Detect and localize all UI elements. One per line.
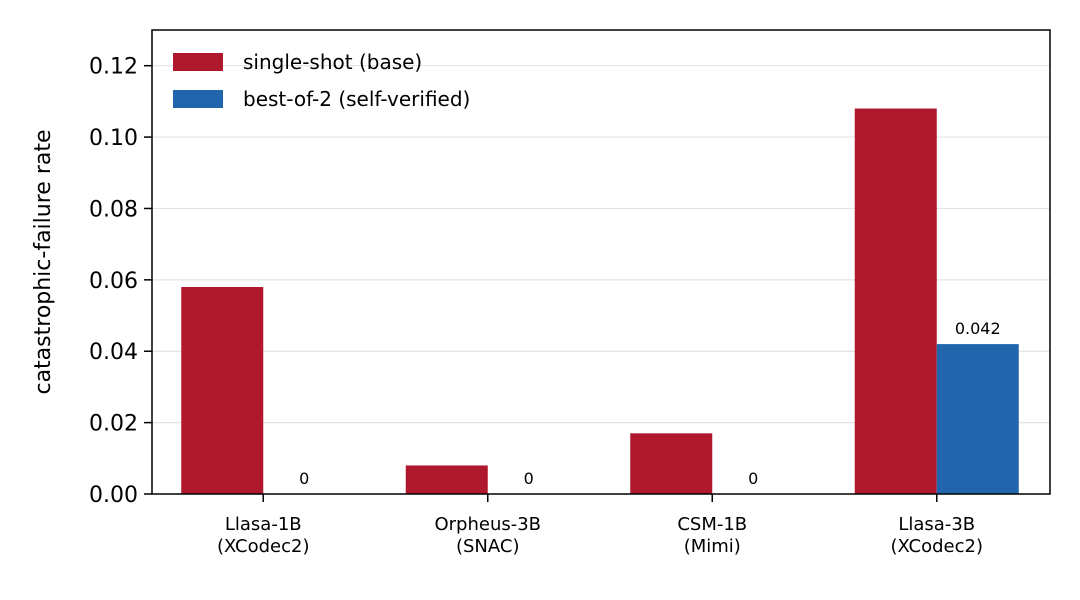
bar <box>181 286 264 494</box>
x-tick-label: Llasa-3B <box>898 514 975 535</box>
y-tick-label: 0.04 <box>89 340 138 365</box>
plot-frame <box>151 29 1051 495</box>
legend: single-shot (base) best-of-2 (self-verifi… <box>173 50 470 111</box>
legend-swatch <box>173 90 223 108</box>
x-tick-label: (Mimi) <box>684 536 741 557</box>
legend-entry: best-of-2 (self-verified) <box>243 87 470 111</box>
y-tick-label: 0.10 <box>89 126 138 151</box>
y-tick-label: 0.06 <box>89 269 138 294</box>
y-axis: 0.00 0.02 0.04 0.06 0.08 0.10 0.12 <box>89 55 152 508</box>
x-axis: Llasa-1B(XCodec2)Orpheus-3B(SNAC)CSM-1B(… <box>217 494 983 557</box>
y-tick-label: 0.08 <box>89 197 138 222</box>
x-tick-label: Orpheus-3B <box>434 514 541 535</box>
data-labels: 0 0 0 0.042 <box>299 319 1001 488</box>
data-label: 0.042 <box>955 319 1001 338</box>
x-tick-label: (XCodec2) <box>891 536 984 557</box>
x-tick-label: (XCodec2) <box>217 536 310 557</box>
data-label: 0 <box>299 469 309 488</box>
bars <box>181 108 1019 495</box>
x-tick-label: Llasa-1B <box>225 514 302 535</box>
bar <box>936 344 1019 494</box>
y-tick-label: 0.00 <box>89 483 138 508</box>
bar <box>630 433 713 494</box>
legend-swatch <box>173 53 223 71</box>
x-tick-label: (SNAC) <box>456 536 520 557</box>
bar <box>405 465 488 494</box>
bar <box>854 108 937 495</box>
y-tick-label: 0.12 <box>89 55 138 80</box>
y-axis-label: catastrophic-failure rate <box>31 129 56 394</box>
legend-entry: single-shot (base) <box>243 50 422 74</box>
data-label: 0 <box>748 469 758 488</box>
y-tick-label: 0.02 <box>89 412 138 437</box>
x-tick-label: CSM-1B <box>677 514 747 535</box>
data-label: 0 <box>524 469 534 488</box>
